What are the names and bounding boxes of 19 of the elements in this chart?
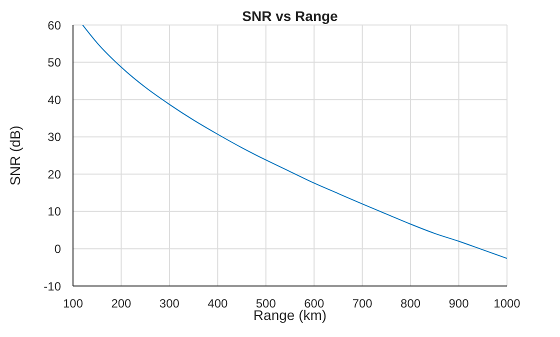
x-tick-label: 1000 xyxy=(494,296,521,311)
line-series xyxy=(82,25,507,259)
y-tick-label: 60 xyxy=(48,18,62,32)
x-tick-label: 800 xyxy=(400,296,421,311)
y-tick-label: 10 xyxy=(48,204,62,219)
x-tick-label: 200 xyxy=(111,296,132,311)
x-tick-label: 400 xyxy=(208,296,228,311)
y-tick-label: 0 xyxy=(54,242,62,256)
x-tick-label: 100 xyxy=(62,296,84,311)
y-tick-label: 20 xyxy=(48,167,62,182)
chart-title: SNR vs Range xyxy=(241,8,339,24)
y-tick-label: 40 xyxy=(48,92,62,107)
y-tick-label: -10 xyxy=(44,279,62,294)
x-tick-label: 300 xyxy=(159,296,180,311)
y-axis-title: SNR (dB) xyxy=(6,126,23,186)
x-tick-label: 700 xyxy=(352,296,373,311)
x-tick-label: 900 xyxy=(448,296,470,311)
y-tick-label: 50 xyxy=(48,56,62,70)
y-tick-label: 30 xyxy=(48,130,62,144)
